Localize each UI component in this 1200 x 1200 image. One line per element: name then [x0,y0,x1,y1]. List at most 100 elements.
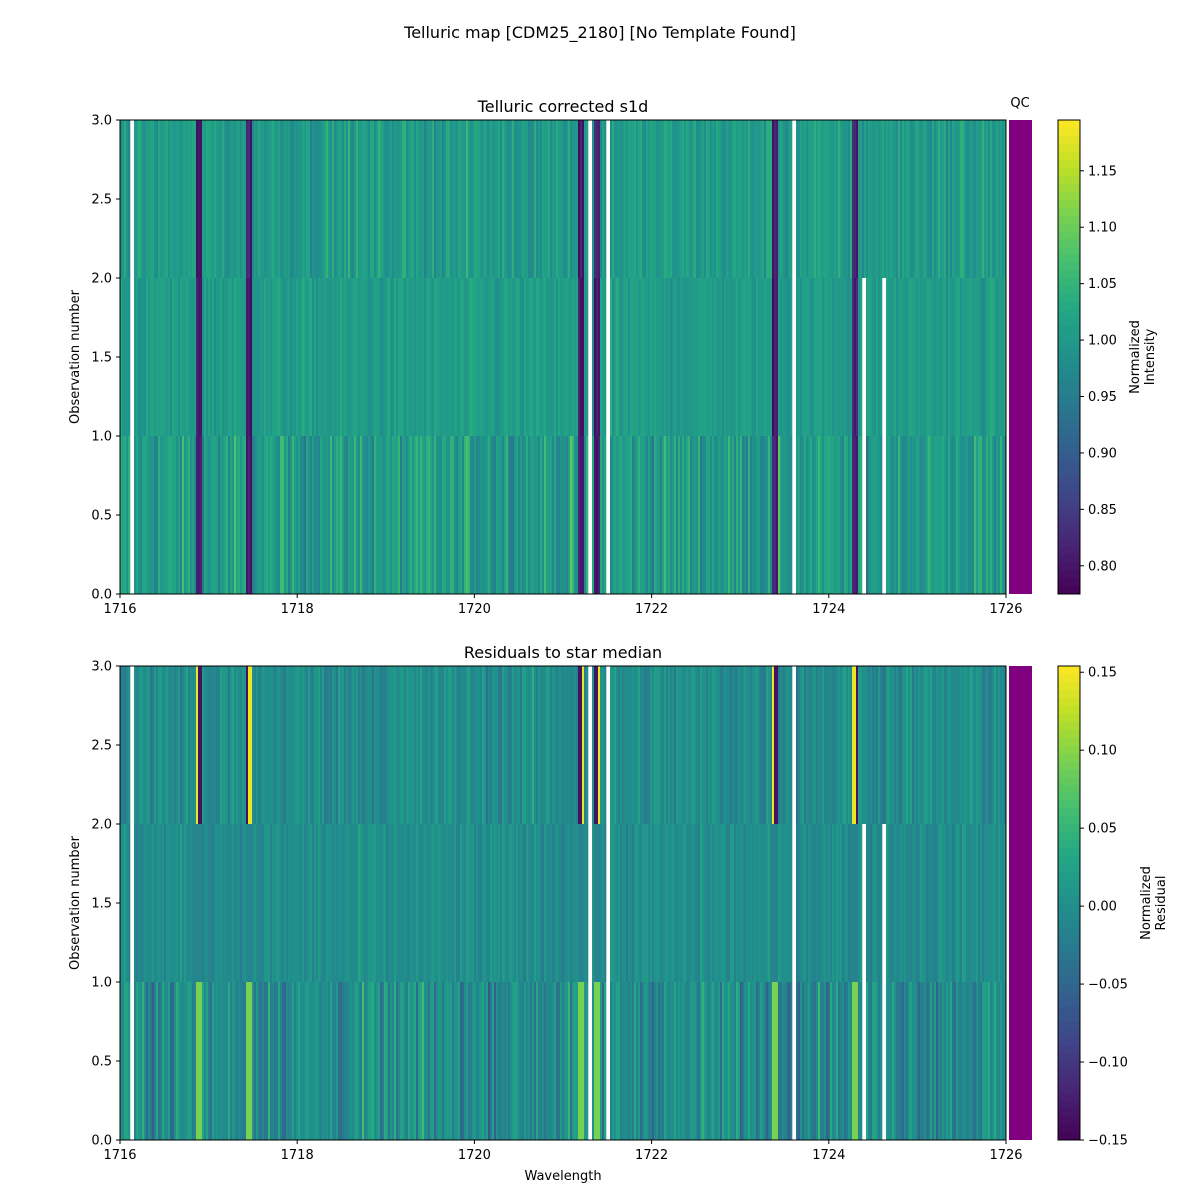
heatmap-cell [442,120,445,278]
heatmap-cell [632,982,635,1140]
heatmap-cell [580,120,583,278]
heatmap-cell [778,824,781,982]
heatmap-cell [356,982,359,1140]
heatmap-cell [436,120,439,278]
heatmap-cell [224,436,227,594]
heatmap-cell [124,982,127,1140]
heatmap-cell [454,436,457,594]
heatmap-cell [544,824,547,982]
heatmap-cell [622,120,625,278]
heatmap-cell [832,436,835,594]
heatmap-cell [626,436,629,594]
heatmap-cell [320,278,323,436]
colorbar-tick-label: 1.00 [1088,334,1117,349]
heatmap-cell [660,120,663,278]
heatmap-cell [368,982,371,1140]
heatmap-cell [896,278,899,436]
heatmap-cell [252,982,255,1140]
heatmap-cell [842,982,845,1140]
heatmap-cell [988,436,991,594]
heatmap-cell [460,278,463,436]
colorbar-tick-label: 1.15 [1088,164,1117,179]
heatmap-cell [344,982,347,1140]
heatmap-cell [270,120,273,278]
heatmap-cell [530,982,533,1140]
heatmap-cell [192,278,195,436]
heatmap-cell [548,824,551,982]
heatmap-cell [298,666,301,824]
heatmap-cell [330,666,333,824]
heatmap-cell [368,666,371,824]
heatmap-cell [652,824,655,982]
heatmap-cell [634,120,637,278]
heatmap-cell [518,824,521,982]
heatmap-cell [678,120,681,278]
colorbar-segment [1058,1005,1080,1015]
heatmap-cell [962,278,965,436]
heatmap-cell [690,824,693,982]
heatmap-cell [382,278,385,436]
heatmap-cell [300,436,303,594]
heatmap-cell [614,436,617,594]
heatmap-cell [860,824,863,982]
heatmap-cell [272,278,275,436]
heatmap-cell [192,436,195,594]
heatmap-cell [936,120,939,278]
heatmap-cell [864,120,867,278]
heatmap-cell [346,436,349,594]
heatmap-cell [534,824,537,982]
heatmap-cell [242,824,245,982]
colorbar-segment [1058,254,1080,263]
heatmap-cell [294,666,297,824]
heatmap-cell [380,824,383,982]
heatmap-cell [278,436,281,594]
heatmap-cell [474,278,477,436]
x-tick-label: 1724 [812,1148,845,1163]
heatmap-cell [338,982,341,1140]
heatmap-cell [238,278,241,436]
heatmap-cell [736,278,739,436]
colorbar-tick-label: 0.80 [1088,559,1117,574]
heatmap-cell [828,666,831,824]
heatmap-cell [120,120,123,278]
heatmap-cell [978,666,981,824]
heatmap-cell [968,824,971,982]
heatmap-cell [636,278,639,436]
heatmap-cell [694,824,697,982]
heatmap-cell [302,824,305,982]
heatmap-cell [820,982,823,1140]
heatmap-cell [976,120,979,278]
heatmap-cell [748,666,751,824]
heatmap-cell [832,824,835,982]
heatmap-cell [980,982,983,1140]
heatmap-cell [490,436,493,594]
heatmap-cell [182,278,185,436]
heatmap-cell [906,436,909,594]
heatmap-cell [566,982,569,1140]
heatmap-cell [814,278,817,436]
heatmap-cell [998,824,1001,982]
heatmap-cell [632,120,635,278]
heatmap-cell [604,278,607,436]
heatmap-cell [920,824,923,982]
heatmap-cell [908,824,911,982]
heatmap-cell [996,666,999,824]
heatmap-cell [314,982,317,1140]
heatmap-cell [872,278,875,436]
heatmap-cell [270,982,273,1140]
heatmap-cell [726,982,729,1140]
heatmap-cell [280,436,283,594]
heatmap-cell [434,436,437,594]
heatmap-cell [604,824,607,982]
heatmap-cell [850,982,853,1140]
heatmap-cell [910,824,913,982]
heatmap-cell [774,120,777,278]
heatmap-cell [120,436,123,594]
heatmap-cell [228,278,231,436]
colorbar-segment [1058,388,1080,397]
heatmap-cell [490,278,493,436]
heatmap-cell [924,278,927,436]
heatmap-cell [162,982,165,1140]
heatmap-cell [482,436,485,594]
heatmap-cell [942,824,945,982]
